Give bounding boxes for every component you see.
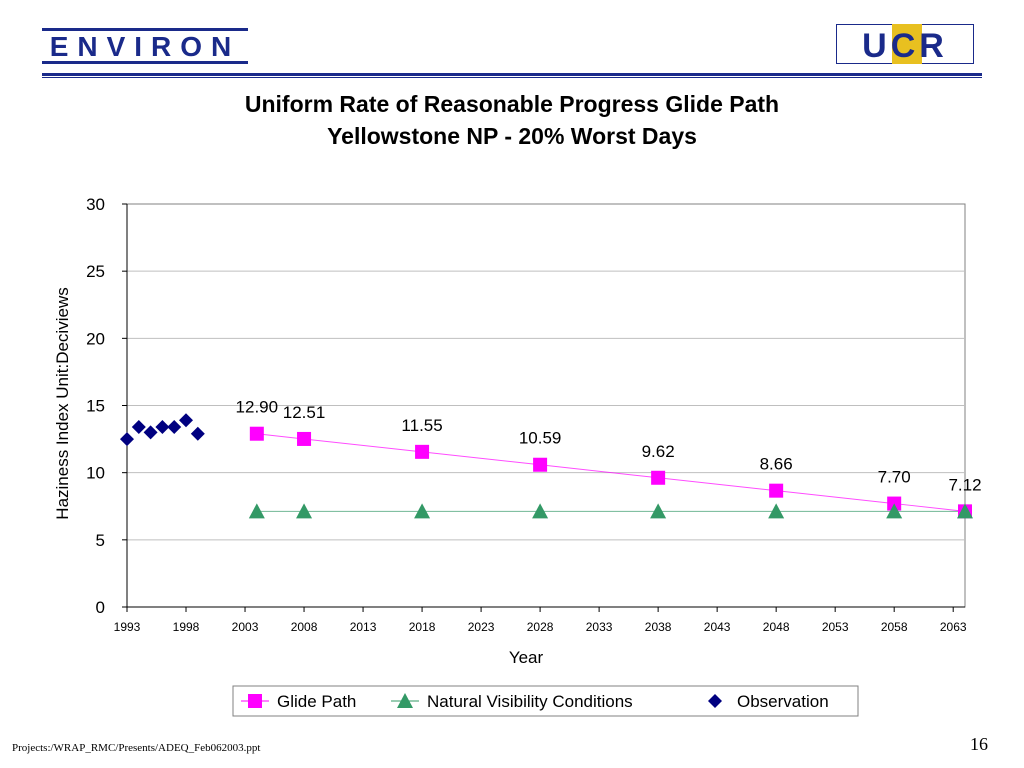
x-tick-label: 2058 [881,620,908,634]
data-label: 12.51 [283,403,326,422]
data-label: 12.90 [236,398,279,417]
x-tick-label: 2023 [468,620,495,634]
footer-path: Projects:/WRAP_RMC/Presents/ADEQ_Feb0620… [12,742,261,754]
x-tick-label: 2008 [291,620,318,634]
y-tick-label: 10 [86,464,105,483]
data-point [167,419,182,434]
data-point [155,419,170,434]
data-point [120,432,134,447]
legend-marker [708,694,722,708]
series-line-0 [256,433,966,512]
data-point [957,503,973,519]
x-tick-label: 2003 [232,620,259,634]
data-point [414,503,431,519]
series-2 [120,413,205,447]
legend-marker [248,694,262,708]
data-point [296,503,313,519]
data-point [651,470,666,485]
legend: Glide Path Natural Visibility Conditions O… [232,685,859,717]
x-axis-label: Year [509,648,544,667]
ucr-logo: UCR [836,24,974,64]
data-point [650,503,667,519]
data-point [769,483,784,498]
data-point [143,425,158,440]
page-number: 16 [970,734,988,754]
legend-label: Natural Visibility Conditions [427,692,633,711]
data-label: 8.66 [760,455,793,474]
data-point [532,503,549,519]
legend-label: Observation [737,692,829,711]
data-point [886,503,903,519]
x-tick-label: 2018 [409,620,436,634]
series-0: 12.90 12.51 11.55 10.59 9.62 8.66 7.70 7.12 [236,398,982,519]
data-label: 7.12 [948,475,981,494]
x-tick-label: 2013 [350,620,377,634]
y-tick-label: 0 [96,598,105,617]
data-label: 10.59 [519,429,562,448]
data-label: 9.62 [642,442,675,461]
data-point [297,431,312,446]
data-point [131,419,146,434]
chart-title-block: Uniform Rate of Reasonable Progress Glid… [0,88,1024,152]
chart-title: Uniform Rate of Reasonable Progress Glid… [244,91,780,117]
x-tick-label: 2048 [763,620,790,634]
x-tick-label: 2033 [586,620,613,634]
legend-box [232,685,859,717]
header-rule-thin [42,77,982,78]
y-tick-label: 15 [86,397,105,416]
data-point [248,503,265,519]
series-1 [248,503,973,519]
data-label: 7.70 [878,468,911,487]
chart-subtitle: Yellowstone NP - 20% Worst Days [327,123,697,149]
x-tick-label: 2028 [527,620,554,634]
x-tick-label: 2038 [645,620,672,634]
environ-logo: ENVIRON [42,28,248,64]
legend-marker [397,693,413,708]
y-tick-label: 25 [86,262,105,281]
ucr-logo-text: UCR [862,27,948,64]
y-axis-label: Haziness Index Unit:Deciviews [53,287,72,519]
x-tick-label: 1993 [114,620,141,634]
data-point [179,413,194,428]
legend-label: Glide Path [277,692,356,711]
data-point [190,426,205,441]
environ-logo-text: ENVIRON [50,31,241,62]
data-point [533,457,548,472]
data-point [415,444,430,459]
data-label: 11.55 [401,416,442,435]
x-tick-label: 2063 [940,620,967,634]
data-point [768,503,785,519]
data-point [249,426,264,441]
header-rule [42,73,982,76]
x-tick-label: 2053 [822,620,849,634]
x-tick-label: 2043 [704,620,731,634]
y-tick-label: 30 [86,195,105,214]
y-tick-label: 20 [86,329,105,348]
x-tick-label: 1998 [173,620,200,634]
y-tick-label: 5 [96,531,105,550]
